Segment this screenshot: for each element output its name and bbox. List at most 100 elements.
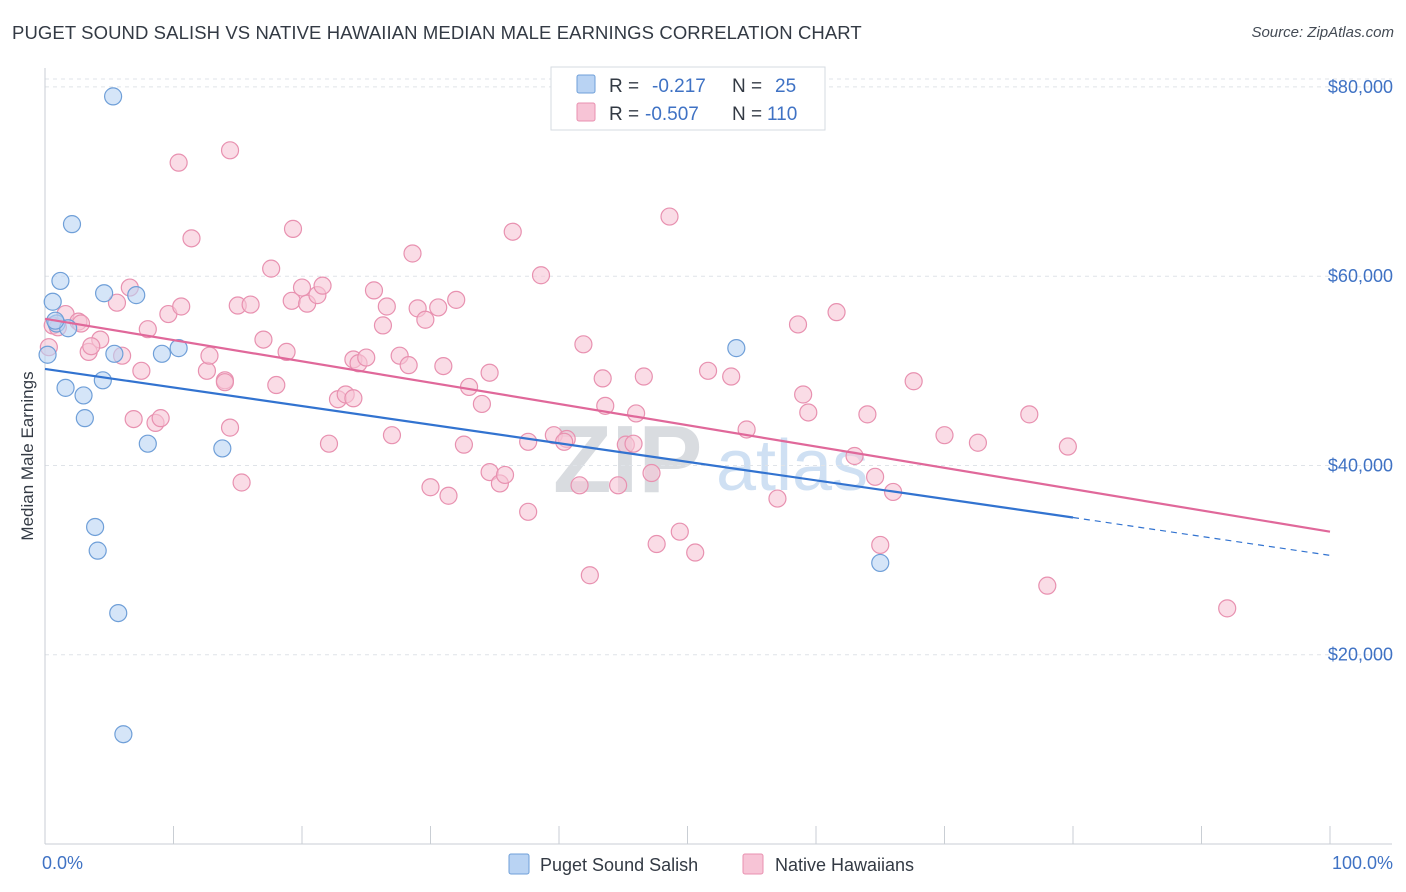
point-native-hawaiians xyxy=(1218,599,1237,618)
point-native-hawaiians xyxy=(503,222,522,241)
point-puget-sound-salish xyxy=(727,339,746,358)
point-puget-sound-salish xyxy=(93,371,112,390)
point-native-hawaiians xyxy=(935,426,954,445)
trend-line-native-hawaiians xyxy=(44,317,1331,533)
y-tick-label: $40,000 xyxy=(1328,455,1393,475)
point-native-hawaiians xyxy=(519,432,538,451)
point-native-hawaiians xyxy=(647,534,666,554)
point-native-hawaiians xyxy=(215,373,234,392)
point-native-hawaiians xyxy=(373,316,393,335)
point-native-hawaiians xyxy=(241,295,260,314)
chart-title: PUGET SOUND SALISH VS NATIVE HAWAIIAN ME… xyxy=(12,22,862,43)
grid-lines xyxy=(45,78,1392,656)
trend-line-puget-sound-salish-extension xyxy=(1072,516,1331,556)
legend: R = -0.217 N = 25 R = -0.507 N = 110 xyxy=(550,66,826,131)
point-native-hawaiians xyxy=(434,356,453,376)
legend-r-value-1: -0.217 xyxy=(652,76,706,97)
bottom-legend: Puget Sound Salish Native Hawaiians xyxy=(508,853,914,875)
point-native-hawaiians xyxy=(459,377,479,397)
point-native-hawaiians xyxy=(197,361,217,380)
point-puget-sound-salish xyxy=(95,284,114,303)
point-native-hawaiians xyxy=(124,409,143,429)
point-native-hawaiians xyxy=(267,375,286,395)
legend-n-value-2: 110 xyxy=(767,104,797,125)
point-native-hawaiians xyxy=(609,476,628,495)
point-native-hawaiians xyxy=(580,566,599,585)
y-tick-label: $80,000 xyxy=(1328,77,1393,97)
point-native-hawaiians xyxy=(904,372,923,391)
point-native-hawaiians xyxy=(377,297,396,316)
point-native-hawaiians xyxy=(480,363,499,382)
point-native-hawaiians xyxy=(357,348,376,367)
point-native-hawaiians xyxy=(624,434,643,453)
y-tick-label: $60,000 xyxy=(1328,266,1393,286)
point-native-hawaiians xyxy=(1020,405,1039,424)
point-native-hawaiians xyxy=(220,141,240,160)
point-puget-sound-salish xyxy=(138,434,157,453)
point-native-hawaiians xyxy=(519,502,538,521)
point-puget-sound-salish xyxy=(104,87,123,106)
point-native-hawaiians xyxy=(1058,437,1077,456)
chart-source: Source: ZipAtlas.com xyxy=(1251,24,1394,41)
series-native-hawaiians xyxy=(39,141,1237,618)
point-native-hawaiians xyxy=(472,394,491,414)
point-native-hawaiians xyxy=(593,369,612,388)
point-puget-sound-salish xyxy=(105,344,124,363)
point-puget-sound-salish xyxy=(38,345,57,364)
point-native-hawaiians xyxy=(570,476,589,495)
point-puget-sound-salish xyxy=(86,517,105,537)
point-native-hawaiians xyxy=(968,433,988,452)
legend-box xyxy=(550,66,826,131)
point-native-hawaiians xyxy=(827,303,846,322)
point-puget-sound-salish xyxy=(62,215,82,234)
point-native-hawaiians xyxy=(138,320,157,339)
point-puget-sound-salish xyxy=(88,541,107,560)
point-native-hawaiians xyxy=(495,465,515,485)
watermark-zip: ZIP xyxy=(553,406,702,513)
point-native-hawaiians xyxy=(642,463,661,483)
legend-n-label-2: N = xyxy=(732,104,762,125)
point-native-hawaiians xyxy=(845,446,864,466)
bottom-legend-swatch-native-hawaiians xyxy=(742,853,764,875)
point-native-hawaiians xyxy=(151,409,170,428)
legend-swatch-native-hawaiians xyxy=(576,102,596,122)
point-native-hawaiians xyxy=(866,467,885,486)
point-native-hawaiians xyxy=(634,367,653,386)
y-tick-labels: $20,000 $40,000 $60,000 $80,000 xyxy=(1328,77,1393,665)
point-native-hawaiians xyxy=(82,337,101,356)
legend-r-value-2: -0.507 xyxy=(645,104,699,125)
point-native-hawaiians xyxy=(670,522,689,541)
point-native-hawaiians xyxy=(439,486,458,505)
point-native-hawaiians xyxy=(364,281,384,300)
point-native-hawaiians xyxy=(232,473,251,492)
point-native-hawaiians xyxy=(292,278,312,297)
point-native-hawaiians xyxy=(313,276,332,295)
point-native-hawaiians xyxy=(686,543,705,562)
watermark-atlas: atlas xyxy=(716,426,868,506)
bottom-legend-label-native-hawaiians: Native Hawaiians xyxy=(775,855,914,875)
bottom-legend-swatch-puget-sound-salish xyxy=(508,853,530,875)
point-native-hawaiians xyxy=(454,435,474,454)
point-native-hawaiians xyxy=(531,266,551,285)
point-native-hawaiians xyxy=(172,297,191,316)
point-puget-sound-salish xyxy=(152,344,172,363)
point-native-hawaiians xyxy=(169,153,188,172)
point-native-hawaiians xyxy=(871,535,890,555)
point-native-hawaiians xyxy=(858,405,877,424)
point-puget-sound-salish xyxy=(56,378,75,397)
legend-r-label-2: R = xyxy=(609,104,639,125)
axes xyxy=(44,68,1392,845)
point-native-hawaiians xyxy=(319,434,339,453)
point-native-hawaiians xyxy=(447,290,466,309)
point-native-hawaiians xyxy=(399,356,418,375)
point-native-hawaiians xyxy=(254,330,273,349)
point-native-hawaiians xyxy=(262,259,281,278)
point-native-hawaiians xyxy=(283,219,303,238)
point-puget-sound-salish xyxy=(43,292,62,311)
point-native-hawaiians xyxy=(626,404,646,423)
legend-n-value-1: 25 xyxy=(775,76,796,97)
point-native-hawaiians xyxy=(182,229,201,248)
x-tick-labels: 0.0% 100.0% xyxy=(42,853,1393,873)
point-puget-sound-salish xyxy=(74,386,93,405)
point-native-hawaiians xyxy=(132,361,151,380)
